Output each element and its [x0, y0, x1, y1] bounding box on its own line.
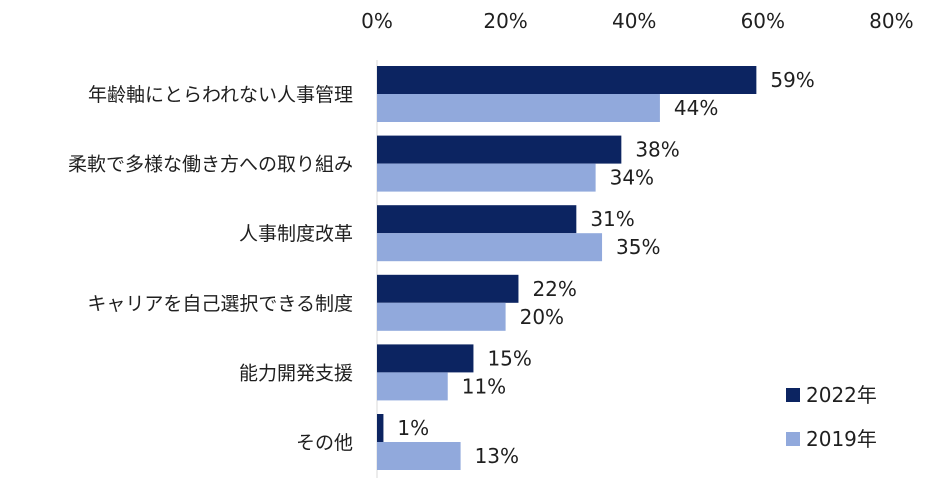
x-axis-ticks: 0% 20% 40% 60% 80% — [361, 9, 913, 33]
category-label: その他 — [296, 432, 353, 454]
category-label: 年齢軸にとらわれない人事管理 — [88, 84, 353, 106]
legend-swatch — [786, 432, 800, 446]
bar-2019年 — [377, 302, 506, 331]
bar-2022年 — [377, 414, 384, 442]
value-label: 11% — [462, 374, 506, 398]
category-label: 能力開発支援 — [239, 362, 353, 384]
value-label: 44% — [674, 96, 718, 120]
legend-label: 2022年 — [806, 383, 877, 407]
x-tick-label: 40% — [612, 9, 656, 33]
bar-2019年 — [377, 233, 603, 262]
category-labels: 年齢軸にとらわれない人事管理柔軟で多様な働き方への取り組み人事制度改革キャリアを… — [68, 84, 353, 454]
bar-2019年 — [377, 442, 461, 470]
value-labels: 59% 44% 38% 34% 31% 35% 22% 20% 15% 11% 1% 13% — [397, 68, 814, 468]
legend-swatch — [786, 388, 800, 402]
bars — [377, 66, 757, 470]
value-label: 31% — [590, 207, 634, 231]
x-tick-label: 0% — [361, 9, 393, 33]
category-label: キャリアを自己選択できる制度 — [87, 293, 353, 315]
value-label: 20% — [520, 305, 564, 329]
x-tick-label: 20% — [483, 9, 527, 33]
value-label: 35% — [616, 235, 660, 259]
value-label: 34% — [610, 166, 654, 190]
bar-2022年 — [377, 205, 577, 234]
value-label: 59% — [770, 68, 814, 92]
category-label: 柔軟で多様な働き方への取り組み — [68, 154, 353, 176]
bar-2019年 — [377, 372, 448, 401]
x-tick-label: 80% — [869, 9, 913, 33]
value-label: 15% — [487, 346, 531, 370]
bar-2019年 — [377, 94, 660, 122]
x-tick-label: 60% — [741, 9, 785, 33]
value-label: 1% — [397, 416, 429, 440]
bar-2022年 — [377, 344, 474, 373]
value-label: 38% — [635, 138, 679, 162]
category-label: 人事制度改革 — [239, 223, 353, 245]
bar-2019年 — [377, 163, 596, 192]
bar-2022年 — [377, 66, 757, 94]
legend: 2022年 2019年 — [786, 383, 877, 451]
legend-label: 2019年 — [806, 427, 877, 451]
bar-2022年 — [377, 274, 519, 303]
value-label: 22% — [532, 277, 576, 301]
value-label: 13% — [475, 444, 519, 468]
bar-2022年 — [377, 135, 622, 164]
